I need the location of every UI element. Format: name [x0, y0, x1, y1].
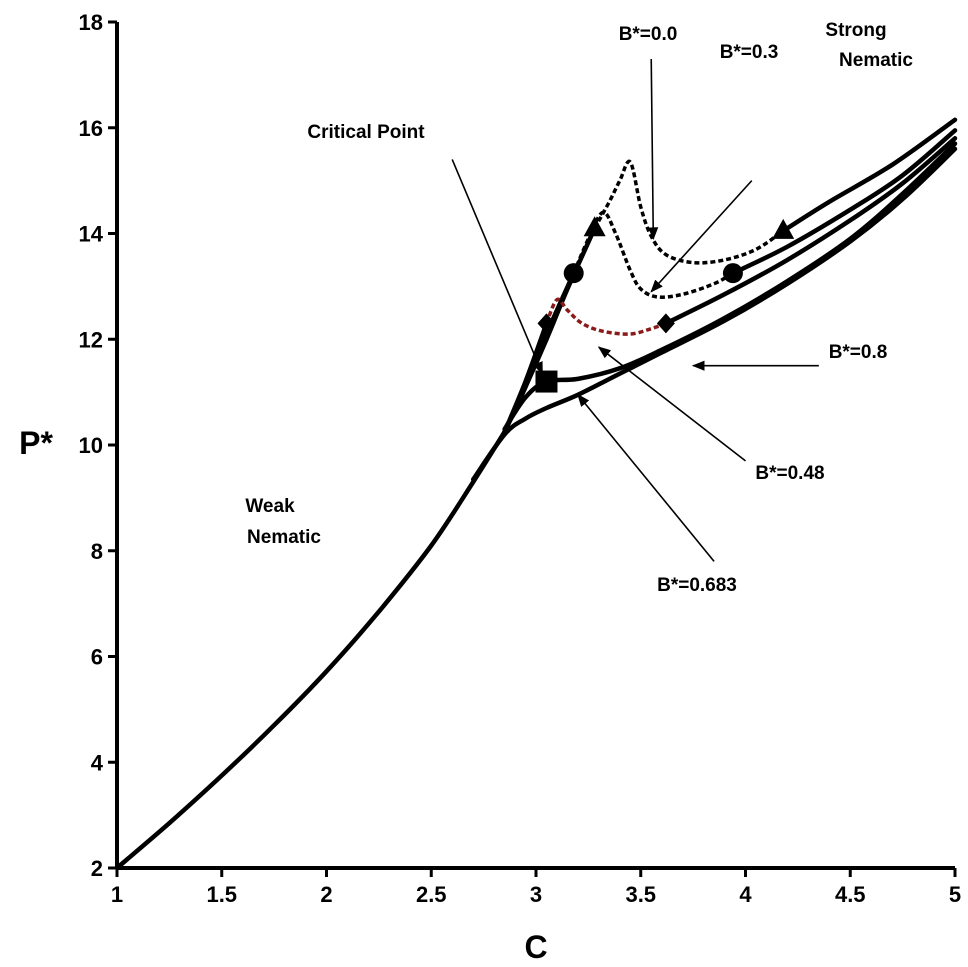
triangle-marker [772, 218, 795, 239]
common-branch-line [114, 429, 507, 871]
label-b048: B*=0.48 [755, 463, 824, 484]
triangle-marker [583, 216, 606, 237]
label-critical-point: Critical Point [307, 122, 425, 143]
x-tick-label: 5 [949, 882, 961, 907]
annotation-arrow [648, 59, 659, 241]
label-strong: Strong [825, 20, 886, 41]
label-weak: Weak [245, 496, 295, 517]
diamond-marker [537, 313, 556, 334]
circle-marker [722, 263, 743, 284]
label-weak-nematic: Nematic [247, 527, 321, 548]
markers-layer [535, 216, 795, 393]
diamond-marker [656, 313, 675, 334]
x-tick-label: 1 [111, 882, 123, 907]
series-metastable-b-0-3 [572, 210, 734, 299]
series-line-b-0-8 [470, 146, 958, 482]
label-b03: B*=0.3 [720, 42, 779, 63]
series-metastable-b-0-0 [593, 159, 785, 265]
annotation-arrows [451, 59, 819, 562]
x-tick-label: 2 [320, 882, 332, 907]
x-tick-label: 1.5 [206, 882, 237, 907]
series-line-high-b-0-48 [663, 136, 958, 326]
y-tick-label: 18 [79, 10, 103, 35]
x-axis-title: C [524, 929, 547, 965]
label-strong-nematic: Nematic [839, 50, 913, 71]
y-tick-label: 12 [79, 327, 103, 352]
label-b00: B*=0.0 [619, 24, 678, 45]
curves-layer [114, 117, 958, 871]
x-tick-label: 2.5 [416, 882, 447, 907]
y-tick-label: 10 [79, 433, 103, 458]
x-tick-label: 3 [530, 882, 542, 907]
y-tick-label: 14 [79, 222, 104, 247]
y-axis-title: P* [19, 425, 53, 461]
annotation-arrow [451, 159, 544, 375]
series-metastable-b-0-48 [544, 297, 667, 336]
y-tick-label: 2 [91, 856, 103, 881]
x-tick-label: 3.5 [625, 882, 656, 907]
x-tick-label: 4 [739, 882, 752, 907]
axis-ticks: 1 1.5 2 2.5 3 3.5 4 4.5 5 2 4 6 8 10 12 14 16 18 [79, 10, 962, 907]
label-b08: B*=0.8 [829, 342, 888, 363]
series-line-high-b-0-3 [730, 128, 958, 276]
annotation-arrow [650, 180, 753, 293]
label-b0683: B*=0.683 [657, 575, 737, 596]
square-marker [535, 370, 558, 393]
annotation-arrow [597, 346, 746, 462]
series-line-high-b-0-0 [780, 117, 958, 234]
annotation-arrow [577, 393, 715, 562]
y-tick-label: 16 [79, 116, 103, 141]
y-tick-label: 4 [91, 750, 104, 775]
y-tick-label: 8 [91, 539, 103, 564]
x-tick-label: 4.5 [835, 882, 866, 907]
circle-marker [563, 263, 584, 284]
y-tick-label: 6 [91, 645, 103, 670]
